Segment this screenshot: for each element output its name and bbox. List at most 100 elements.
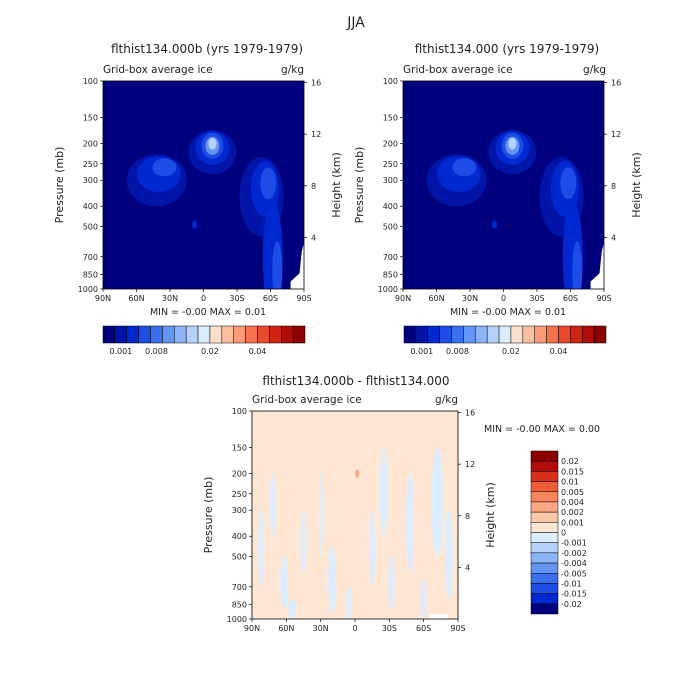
- x-tick-label: 30N: [162, 294, 178, 303]
- panel-title: flthist134.000 (yrs 1979-1979): [415, 42, 599, 56]
- height-tick-label: 4: [311, 233, 316, 242]
- colorbar-swatch: [530, 471, 559, 482]
- colorbar-swatch: [546, 325, 559, 344]
- contour-region: [492, 220, 498, 229]
- colorbar-label: -0.004: [561, 559, 587, 568]
- y-tick-label: 150: [83, 114, 98, 123]
- contour-region: [258, 510, 265, 587]
- x-tick-label: 0: [352, 624, 357, 633]
- colorbar-swatch: [185, 325, 199, 344]
- colorbar: [403, 325, 607, 344]
- colorbar-swatch: [530, 481, 559, 492]
- y-tick-label: 500: [232, 552, 247, 561]
- plot-area: 90N 60N 30N 0 30S 60S 90S 100 150 200 250 300 400 500…: [353, 77, 643, 303]
- contour-region: [192, 220, 198, 229]
- colorbar-label: 0.01: [561, 478, 579, 487]
- contour-region: [300, 510, 307, 573]
- colorbar-swatch: [530, 542, 559, 554]
- contour-region: [508, 137, 517, 150]
- colorbar-label: 0.04: [249, 347, 267, 356]
- plot-area: 90N 60N 30N 0 30S 60S 90S 100 150 200 250 300 400 500…: [53, 77, 343, 303]
- colorbar: [102, 325, 306, 344]
- y-tick-label: 400: [83, 202, 98, 211]
- field: [403, 81, 604, 289]
- colorbar-label: 0.005: [561, 488, 584, 497]
- colorbar-swatch: [530, 603, 559, 615]
- y-tick-label: 850: [232, 600, 247, 609]
- y-axis-title: Pressure (mb): [353, 147, 366, 224]
- colorbar-label: -0.01: [561, 579, 582, 588]
- x-tick-label: 60S: [263, 294, 278, 303]
- colorbar-label: 0.001: [410, 347, 433, 356]
- colorbar-label: 0.04: [550, 347, 568, 356]
- colorbar-swatch: [510, 325, 524, 344]
- contour-region: [420, 580, 427, 619]
- y-tick-label: 100: [383, 77, 398, 86]
- panel-top-right: flthist134.000 (yrs 1979-1979) Grid-box …: [353, 42, 643, 356]
- x-tick-label: 30S: [229, 294, 244, 303]
- min-max-label: MIN = -0.00 MAX = 0.01: [450, 307, 566, 318]
- y-tick-label: 150: [383, 114, 398, 123]
- panel-difference: flthist134.000b - flthist134.000 Grid-bo…: [202, 374, 600, 633]
- colorbar-swatch: [245, 325, 258, 344]
- x-tick-label: 60N: [128, 294, 144, 303]
- colorbar-swatch: [530, 573, 559, 584]
- colorbar-swatch: [439, 325, 452, 344]
- colorbar-swatch: [233, 325, 246, 344]
- colorbar-swatch: [209, 325, 223, 344]
- colorbar-label: 0.001: [561, 518, 584, 527]
- colorbar-swatch: [102, 325, 116, 344]
- colorbar-label: 0.004: [561, 498, 584, 507]
- y-tick-label: 200: [232, 470, 247, 479]
- colorbar-label: 0.008: [145, 347, 168, 356]
- colorbar-swatch: [530, 593, 559, 605]
- colorbar-swatch: [530, 562, 559, 574]
- colorbar-label: -0.015: [561, 590, 587, 599]
- units-label: g/kg: [281, 64, 304, 76]
- field: [252, 411, 458, 619]
- y-tick-label: 150: [232, 444, 247, 453]
- contour-region: [405, 473, 414, 573]
- colorbar-label: -0.001: [561, 539, 587, 548]
- colorbar-swatch: [126, 325, 139, 344]
- height-tick-label: 8: [465, 512, 470, 521]
- contour-region: [280, 556, 289, 610]
- colorbar-swatch: [530, 583, 559, 594]
- height-tick-label: 16: [311, 79, 321, 88]
- x-tick-label: 60N: [428, 294, 444, 303]
- field-label: Grid-box average ice: [252, 394, 362, 406]
- colorbar-label: -0.002: [561, 549, 587, 558]
- colorbar-swatch: [522, 325, 535, 344]
- y-axis-right-title: Height (km): [630, 152, 643, 218]
- units-label: g/kg: [435, 394, 458, 406]
- y-axis-right-title: Height (km): [484, 482, 497, 548]
- contour-region: [355, 469, 360, 478]
- contour-region: [444, 510, 453, 599]
- y-tick-label: 250: [83, 160, 98, 169]
- colorbar-swatch: [138, 325, 151, 344]
- contour-region: [269, 473, 276, 537]
- contour-region: [152, 158, 177, 177]
- y-tick-label: 400: [383, 202, 398, 211]
- x-tick-label: 60S: [563, 294, 578, 303]
- colorbar-swatch: [570, 325, 583, 344]
- contour-region: [318, 473, 323, 557]
- x-tick-label: 90N: [244, 624, 260, 633]
- units-label: g/kg: [583, 64, 606, 76]
- y-axis-title: Pressure (mb): [202, 477, 215, 554]
- contour-region: [560, 167, 577, 200]
- y-tick-label: 100: [83, 77, 98, 86]
- panel-title: flthist134.000b (yrs 1979-1979): [111, 42, 303, 56]
- x-tick-label: 90S: [296, 294, 311, 303]
- y-tick-label: 1000: [378, 285, 398, 294]
- colorbar-swatch: [292, 325, 306, 344]
- contour-region: [431, 447, 444, 557]
- colorbar-swatch: [451, 325, 464, 344]
- height-tick-label: 8: [611, 182, 616, 191]
- x-tick-label: 90S: [596, 294, 611, 303]
- y-tick-label: 250: [232, 490, 247, 499]
- colorbar-swatch: [530, 501, 559, 513]
- x-tick-label: 90S: [450, 624, 465, 633]
- contour-region: [379, 447, 388, 537]
